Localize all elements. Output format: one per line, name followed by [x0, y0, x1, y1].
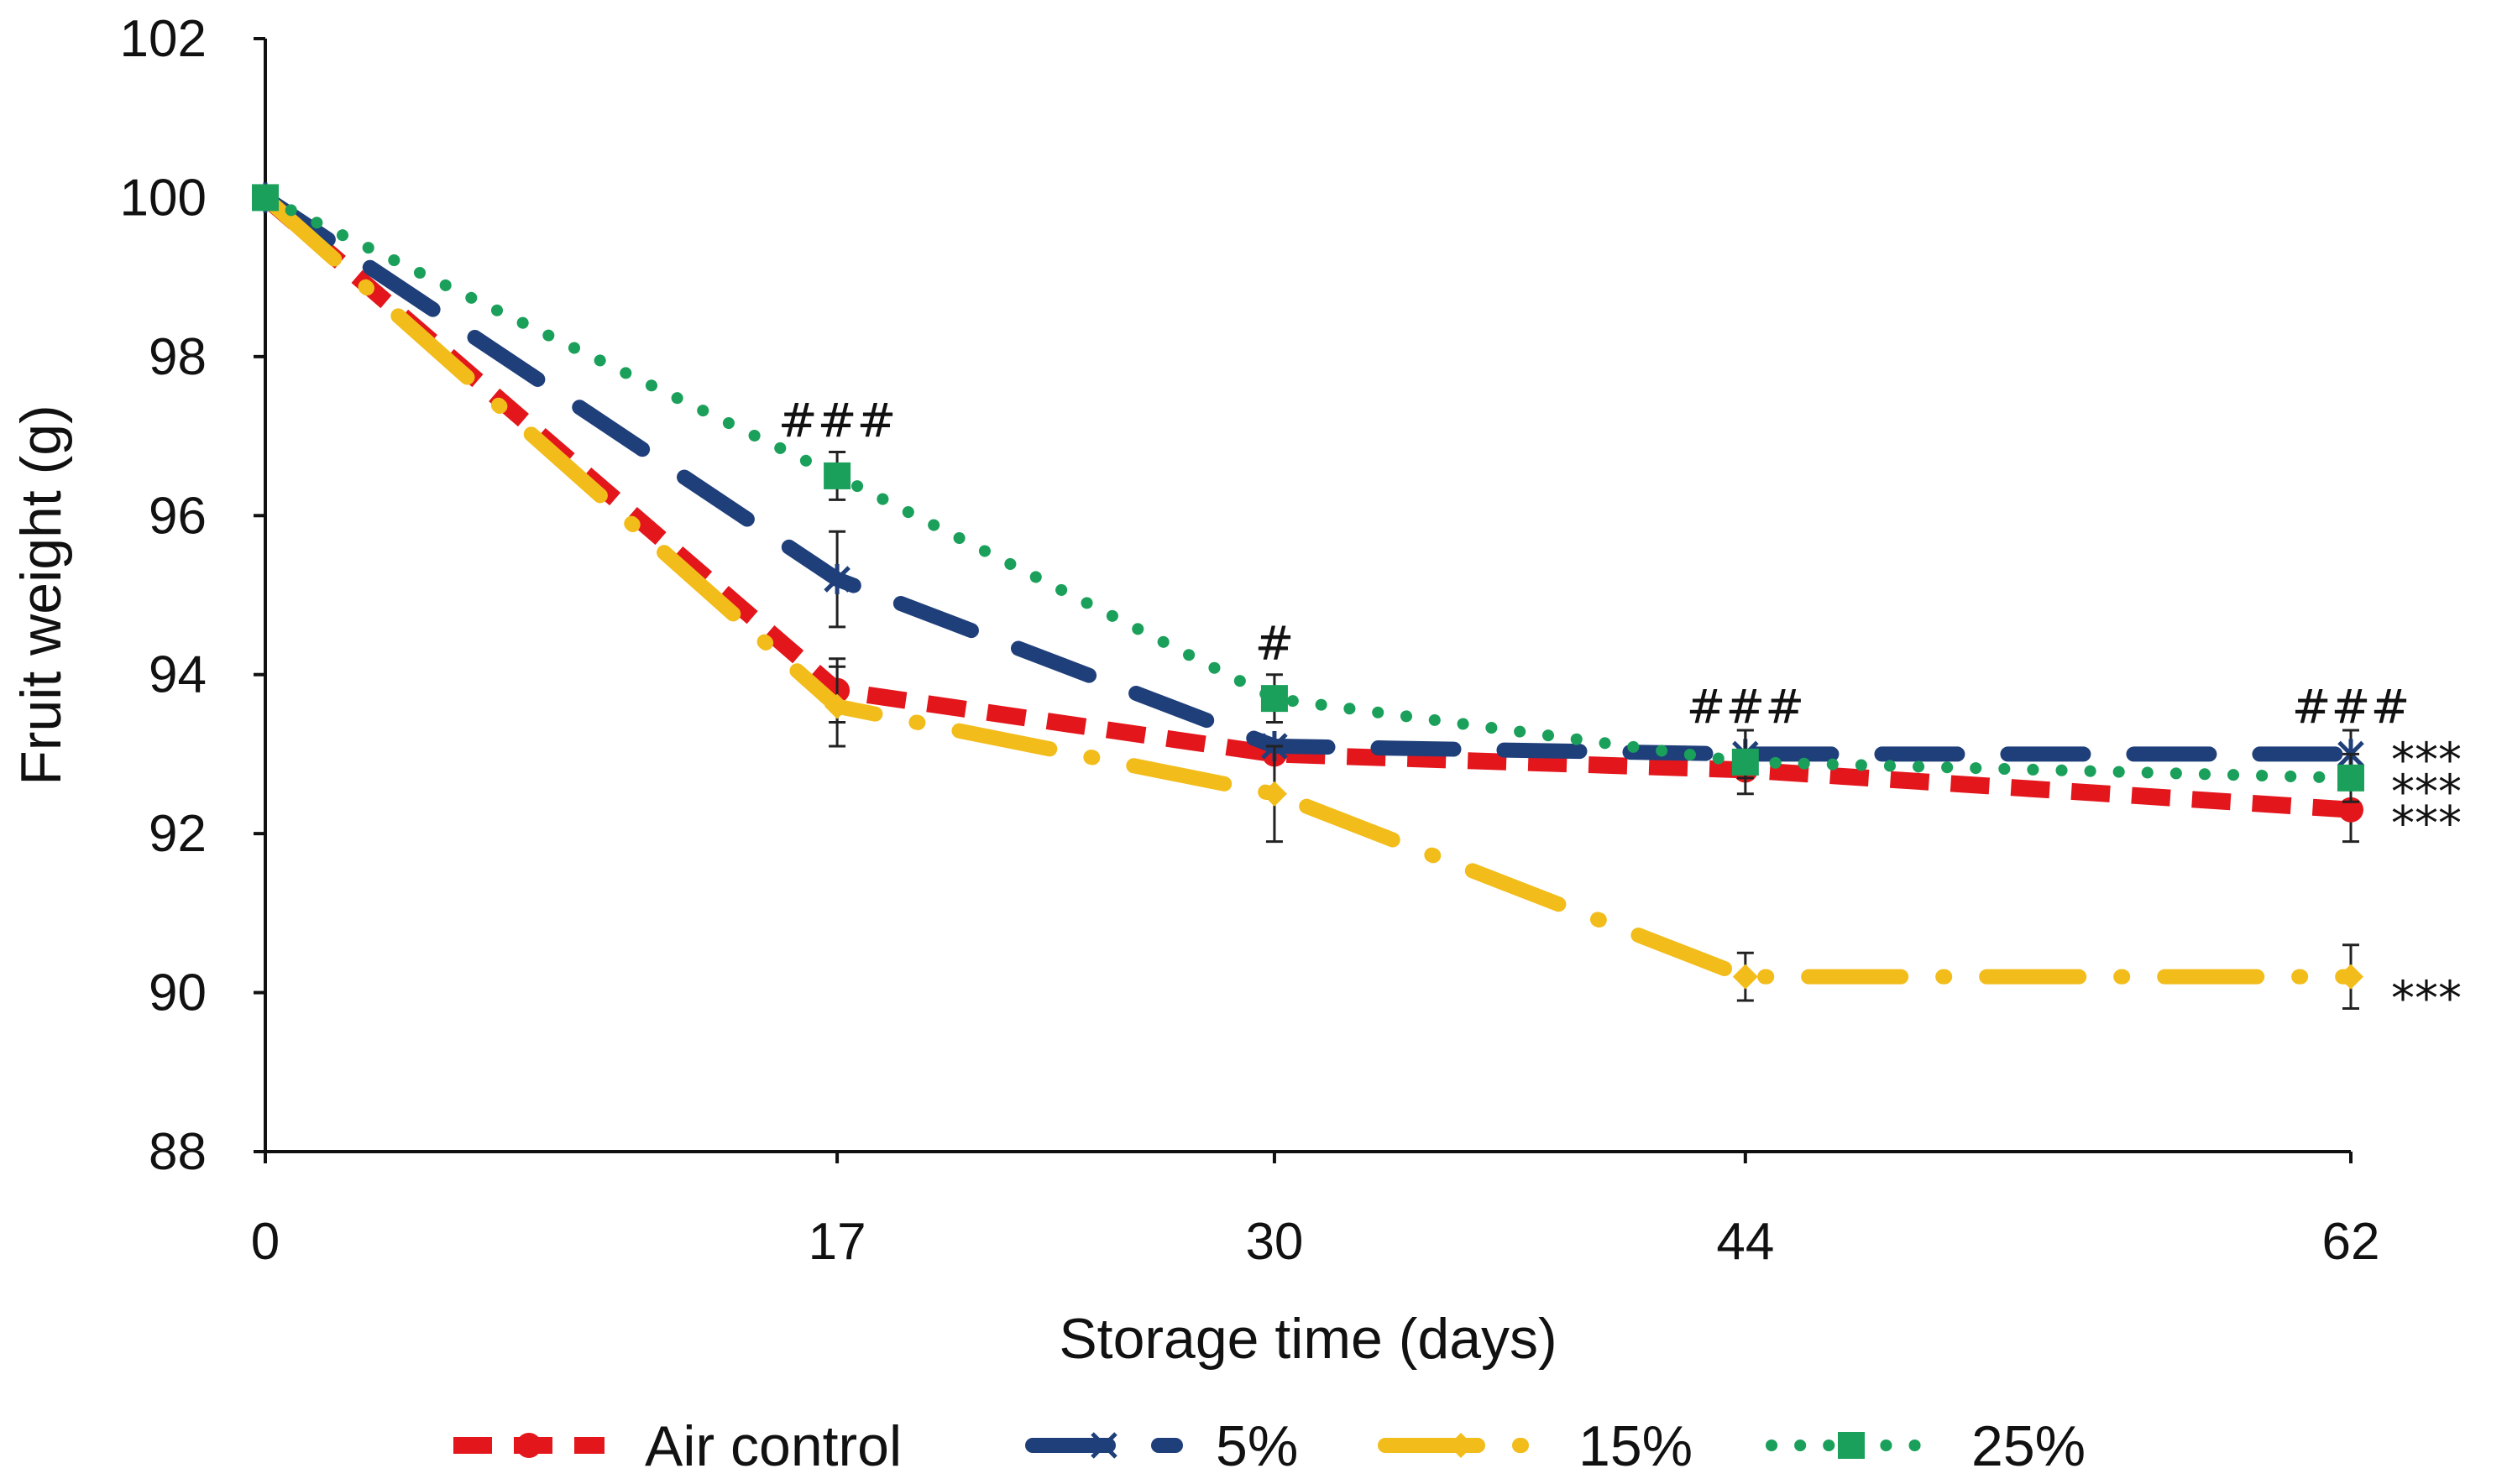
x-tick-label: 17	[809, 1213, 866, 1271]
data-point	[1732, 964, 1758, 990]
y-tick-label: 98	[149, 328, 207, 386]
data-point	[824, 462, 851, 489]
legend-marker	[1448, 1433, 1473, 1458]
data-point	[1731, 748, 1759, 776]
axes: 88 90 92 94 96 98 100 102 0 17 30 44 62 Storage time …	[9, 10, 2379, 1371]
y-tick-label: 92	[149, 805, 207, 863]
x-axis-title: Storage time (days)	[1059, 1307, 1557, 1371]
data-point	[1261, 781, 1287, 807]
significance-mark: ***	[2391, 797, 2462, 851]
x-tick-label: 30	[1245, 1213, 1303, 1271]
legend-marker	[1838, 1432, 1865, 1459]
data-point	[824, 564, 850, 595]
series-lines	[252, 182, 2364, 1011]
y-tick-label: 100	[120, 169, 207, 227]
legend-marker	[516, 1433, 542, 1458]
legend-label: 15%	[1578, 1414, 1693, 1478]
y-axis-title: Fruit weight (g)	[9, 405, 73, 785]
significance-mark: ***	[2391, 972, 2462, 1027]
annotations: ####### ###************	[778, 395, 2462, 1027]
significance-mark: ###	[1686, 681, 1804, 735]
x-tick-label: 44	[1716, 1213, 1774, 1271]
data-point	[252, 184, 279, 212]
legend-label: 5%	[1216, 1414, 1298, 1478]
legend-label: Air control	[645, 1414, 902, 1478]
significance-mark: ###	[778, 395, 897, 449]
series-line-3	[259, 191, 2357, 784]
series-line-2	[258, 190, 2358, 985]
significance-mark: #	[1254, 617, 1294, 671]
significance-mark: ***	[2391, 733, 2462, 787]
data-point	[2338, 964, 2363, 990]
legend: Air control 5% 15% 25%	[453, 1414, 2086, 1478]
y-tick-label: 88	[149, 1123, 207, 1181]
data-point	[1260, 685, 1288, 713]
y-tick-label: 96	[149, 487, 207, 545]
data-point	[2338, 797, 2363, 823]
y-tick-label: 94	[149, 646, 207, 704]
legend-label: 25%	[1971, 1414, 2086, 1478]
series-line-0	[259, 191, 2352, 818]
data-point	[2337, 764, 2364, 792]
significance-mark: ###	[2292, 681, 2410, 735]
y-tick-label: 90	[149, 964, 207, 1022]
data-point	[824, 693, 850, 719]
x-tick-label: 0	[251, 1213, 280, 1271]
legend-marker	[1091, 1432, 1117, 1459]
significance-mark: ***	[2391, 765, 2462, 819]
y-tick-label: 102	[120, 10, 207, 68]
x-tick-label: 62	[2322, 1213, 2380, 1271]
